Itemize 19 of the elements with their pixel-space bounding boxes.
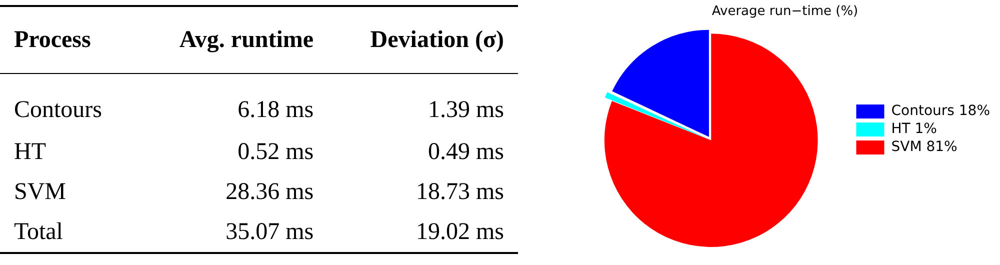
text: Deviation (σ) [328,6,518,74]
text: 35.07 ms [224,218,315,246]
text: HT [13,138,47,166]
text: 1.39 ms [426,96,505,124]
text: 0.52 ms [236,138,315,166]
legend-label: Contours 18% [891,103,990,120]
text: SVM [13,178,68,206]
text: 19.02 ms [414,218,505,246]
text: 28.36 ms [224,178,315,206]
text: Avg. runtime [136,6,328,74]
text: Contours [13,96,104,124]
text: 6.18 ms [236,96,315,124]
legend-label: HT 1% [891,121,937,138]
text: Total [13,218,64,246]
text: Process [0,6,137,74]
legend-label: SVM 81% [891,139,958,156]
chart-title: Average run−time (%) [712,4,858,20]
text: 0.49 ms [426,138,505,166]
text: 18.73 ms [414,178,505,206]
